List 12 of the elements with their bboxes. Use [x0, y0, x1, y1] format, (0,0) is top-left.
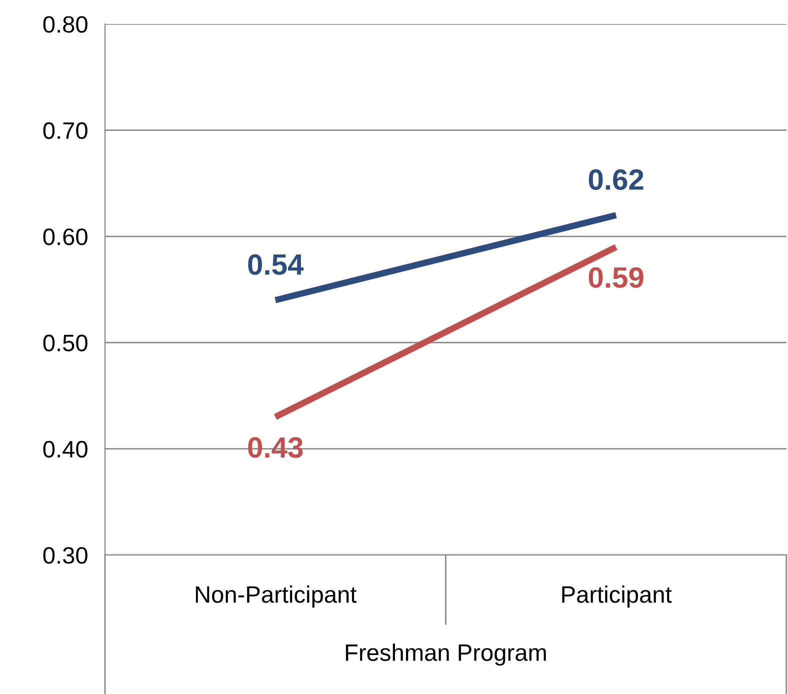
y-tick-label: 0.30 — [43, 547, 88, 564]
data-label: 0.62 — [588, 169, 644, 190]
y-tick-label: 0.50 — [43, 334, 88, 352]
x-tick-label: Participant — [562, 586, 672, 608]
x-tick-label: Non-Participant — [196, 586, 357, 608]
y-tick-label: 0.60 — [43, 228, 88, 246]
data-label: 0.59 — [588, 267, 644, 288]
y-tick-label: 0.70 — [43, 122, 88, 139]
data-label: 0.54 — [248, 254, 304, 275]
y-tick-label: 0.40 — [43, 440, 88, 458]
x-axis-title: Freshman Program — [346, 644, 546, 666]
y-tick-label: 0.80 — [43, 16, 88, 33]
